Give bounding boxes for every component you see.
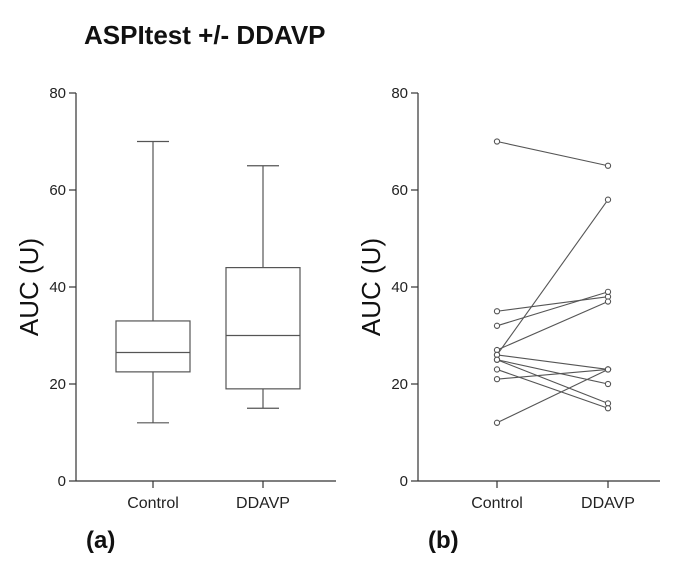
panel-a-axes: 0 20 40 60 80 Control DDAVP AUC (U) bbox=[14, 85, 336, 512]
panel-a-box-ddavp-iqr-rect bbox=[225, 267, 301, 390]
panel-b-ddavp-point bbox=[604, 162, 612, 169]
panel-b-ddavp-point bbox=[604, 298, 612, 305]
panel-b-y-tick-label: 40 bbox=[391, 279, 408, 296]
panel-a: 0 20 40 60 80 Control DDAVP AUC (U) (a) bbox=[14, 85, 336, 554]
panel-a-marks bbox=[115, 140, 301, 424]
panel-b-control-point bbox=[493, 356, 501, 363]
panel-b-pair-line bbox=[496, 140, 609, 167]
panel-a-y-tick-label: 40 bbox=[49, 279, 66, 296]
panel-b-x-tick-label: DDAVP bbox=[581, 495, 635, 512]
panel-b-pair-line bbox=[496, 368, 609, 409]
panel-b-marks bbox=[493, 138, 612, 426]
panel-b-pair-line bbox=[496, 359, 609, 404]
panel-a-box-control-iqr-rect bbox=[115, 320, 191, 373]
panel-b-pair-line bbox=[496, 291, 609, 327]
panel-b-ddavp-point bbox=[604, 196, 612, 203]
panel-b-axes: 0 20 40 60 80 Control DDAVP AUC (U) bbox=[356, 85, 660, 512]
panel-a-y-tick-label: 20 bbox=[49, 376, 66, 393]
panel-b-pair-line bbox=[496, 368, 609, 380]
panel-a-label: (a) bbox=[86, 527, 115, 554]
panel-b-ddavp-point bbox=[604, 288, 612, 295]
panel-b-y-tick-label: 20 bbox=[391, 376, 408, 393]
panel-a-y-tick-label: 60 bbox=[49, 182, 66, 199]
panel-a-x-tick-label: DDAVP bbox=[236, 495, 290, 512]
panel-b-control-point bbox=[493, 308, 501, 315]
panel-b-pair-line bbox=[496, 296, 609, 312]
panel-b-y-axis-title: AUC (U) bbox=[356, 238, 386, 336]
panel-a-y-tick-label: 0 bbox=[58, 473, 66, 490]
panel-b-y-tick-label: 0 bbox=[400, 473, 408, 490]
panel-b-y-tick-label: 60 bbox=[391, 182, 408, 199]
panel-b-y-tick-label: 80 bbox=[391, 85, 408, 102]
panel-b-ddavp-point bbox=[604, 405, 612, 412]
panel-b-pair-line bbox=[496, 301, 609, 351]
panel-b-label: (b) bbox=[428, 527, 459, 554]
panel-b-pair-line bbox=[496, 199, 609, 356]
panel-a-x-tick-label: Control bbox=[127, 495, 179, 512]
panel-b-control-point bbox=[493, 419, 501, 426]
panel-a-y-axis-title: AUC (U) bbox=[14, 238, 44, 336]
figure-title: ASPItest +/- DDAVP bbox=[84, 20, 326, 50]
panel-b-control-point bbox=[493, 138, 501, 145]
panel-b-pair-line bbox=[496, 359, 609, 385]
panel-b: 0 20 40 60 80 Control DDAVP AUC (U) (b) bbox=[356, 85, 660, 554]
panel-b-control-point bbox=[493, 366, 501, 373]
panel-b-x-tick-label: Control bbox=[471, 495, 523, 512]
panel-b-pair-line bbox=[496, 368, 609, 424]
panel-b-control-point bbox=[493, 322, 501, 329]
panel-b-ddavp-point bbox=[604, 366, 612, 373]
panel-b-ddavp-point bbox=[604, 380, 612, 388]
panel-b-pair-line bbox=[496, 354, 609, 370]
panel-b-control-point bbox=[493, 375, 501, 383]
panel-a-y-tick-label: 80 bbox=[49, 85, 66, 102]
